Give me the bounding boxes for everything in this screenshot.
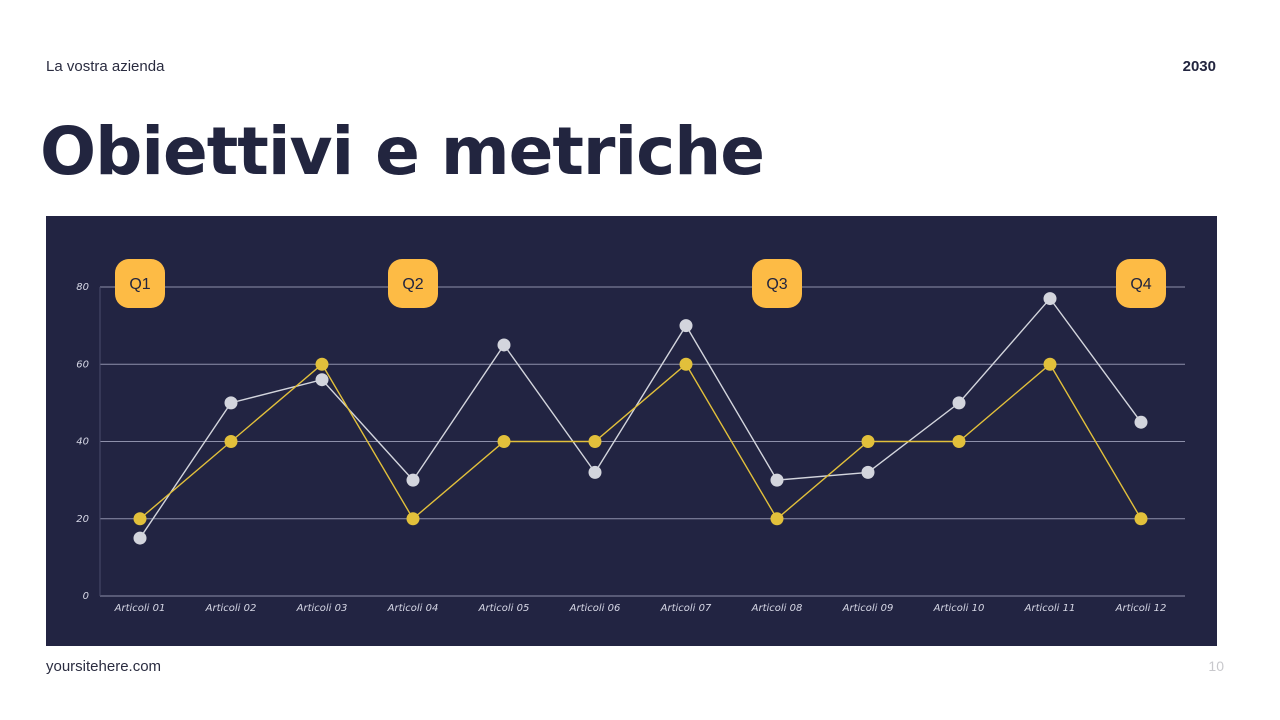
x-tick-label: Articoli 02: [205, 603, 257, 614]
data-point[interactable]: [679, 319, 693, 333]
x-tick-label: Articoli 01: [114, 603, 166, 614]
x-tick-label: Articoli 09: [842, 603, 894, 614]
series-yellow: [133, 357, 1148, 526]
data-point[interactable]: [224, 396, 238, 410]
quarter-badges: Q1 Q2 Q3 Q4: [115, 259, 1166, 308]
quarter-label: Q1: [129, 276, 150, 293]
series-gray: [133, 292, 1148, 545]
data-point[interactable]: [588, 465, 602, 479]
data-point[interactable]: [770, 512, 784, 526]
data-point[interactable]: [406, 473, 420, 487]
data-point[interactable]: [861, 435, 875, 448]
quarter-badge-q4: Q4: [1116, 259, 1166, 308]
data-point[interactable]: [952, 396, 966, 410]
data-point[interactable]: [952, 435, 966, 448]
page-number: 10: [1208, 658, 1224, 674]
chart-gridlines: [99, 286, 1185, 597]
y-tick-label: 60: [76, 359, 89, 370]
data-point[interactable]: [497, 338, 511, 352]
footer-website: yoursitehere.com: [46, 658, 162, 675]
quarter-label: Q2: [402, 276, 423, 293]
company-name: La vostra azienda: [46, 58, 165, 75]
quarter-badge-q3: Q3: [752, 259, 802, 308]
x-axis-ticks: Articoli 01 Articoli 02 Articoli 03 Articol…: [114, 603, 1167, 614]
data-point[interactable]: [1043, 357, 1057, 371]
chart-panel: 0 20 40 60 80 Articoli 01 Articoli 02 Articoli…: [46, 216, 1217, 646]
y-tick-label: 0: [83, 591, 89, 602]
x-tick-label: Articoli 04: [387, 603, 439, 614]
data-point[interactable]: [315, 357, 329, 371]
data-point[interactable]: [133, 512, 147, 526]
data-point[interactable]: [861, 465, 875, 479]
data-point[interactable]: [406, 512, 420, 526]
data-point[interactable]: [1134, 415, 1148, 429]
x-tick-label: Articoli 07: [660, 603, 712, 614]
data-point[interactable]: [1134, 512, 1148, 526]
data-point[interactable]: [679, 357, 693, 371]
data-point[interactable]: [1043, 292, 1057, 306]
series-line: [139, 297, 1142, 539]
data-point[interactable]: [770, 473, 784, 487]
page-title: Obiettivi e metriche: [40, 113, 765, 190]
y-tick-label: 20: [76, 514, 89, 525]
x-tick-label: Articoli 03: [296, 603, 348, 614]
y-axis-ticks: 0 20 40 60 80: [76, 282, 89, 602]
y-tick-label: 40: [76, 437, 89, 448]
data-point[interactable]: [315, 373, 329, 387]
series-line: [139, 363, 1142, 520]
quarter-label: Q4: [1130, 276, 1151, 293]
x-tick-label: Articoli 11: [1024, 603, 1076, 614]
x-tick-label: Articoli 12: [1115, 603, 1167, 614]
data-point[interactable]: [224, 435, 238, 448]
x-tick-label: Articoli 10: [933, 603, 985, 614]
x-tick-label: Articoli 06: [569, 603, 621, 614]
quarter-badge-q2: Q2: [388, 259, 438, 308]
data-point[interactable]: [497, 435, 511, 448]
y-tick-label: 80: [76, 282, 89, 293]
data-point[interactable]: [588, 435, 602, 448]
x-tick-label: Articoli 05: [478, 603, 530, 614]
quarter-label: Q3: [766, 276, 787, 293]
chart-series: [133, 292, 1148, 545]
data-point[interactable]: [133, 531, 147, 545]
x-tick-label: Articoli 08: [751, 603, 803, 614]
quarter-badge-q1: Q1: [115, 259, 165, 308]
year-label: 2030: [1182, 58, 1216, 75]
